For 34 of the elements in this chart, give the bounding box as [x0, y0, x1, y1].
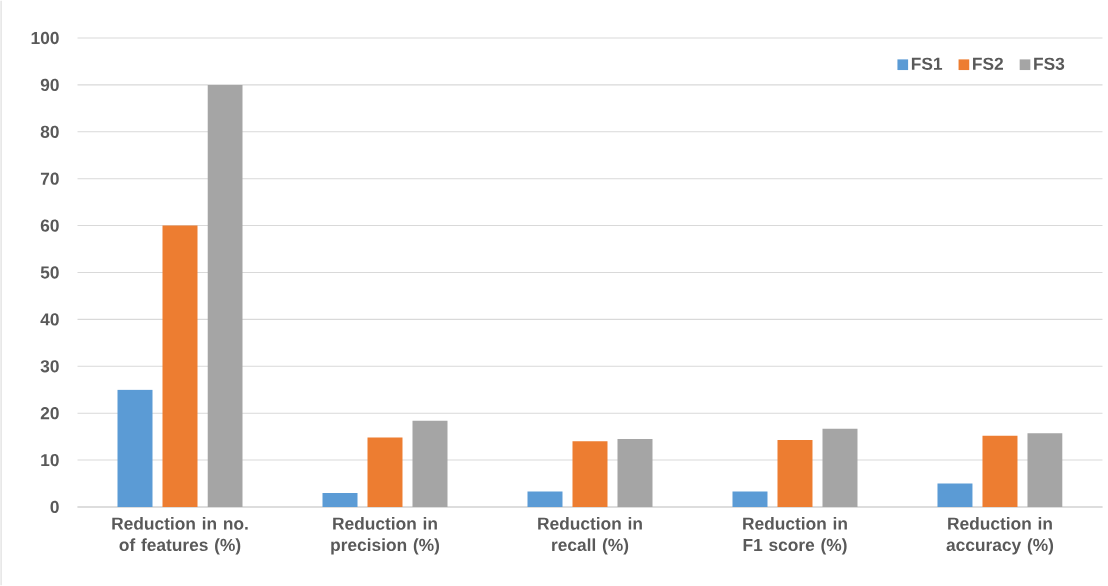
bar: [527, 491, 563, 507]
x-tick-label: Reduction in precision (%): [331, 517, 440, 555]
bar: [982, 435, 1018, 507]
bar: [572, 441, 608, 507]
y-tick-label: 70: [40, 172, 59, 185]
bar: [937, 483, 973, 507]
x-tick-label: Reduction in F1 score (%): [743, 517, 847, 555]
bar: [367, 437, 403, 507]
y-tick-label: 60: [40, 219, 59, 232]
bar: [117, 389, 153, 507]
y-tick-label: 40: [40, 313, 59, 326]
legend-label: FS2: [973, 57, 1003, 70]
y-tick-label: 20: [40, 407, 59, 420]
x-tick-label: Reduction in recall (%): [538, 517, 642, 555]
bar: [207, 84, 243, 507]
legend-label: FS1: [911, 57, 943, 70]
bar: [617, 438, 653, 507]
y-tick-label: 30: [40, 360, 59, 373]
y-tick-label: 100: [31, 31, 59, 45]
bar: [822, 428, 858, 507]
bar: [412, 420, 448, 507]
bar: [1027, 433, 1063, 507]
bar: [777, 439, 813, 507]
y-tick-label: 50: [40, 266, 59, 279]
y-tick-label: 0: [50, 500, 59, 514]
x-tick-label: Reduction in no. of features (%): [112, 517, 248, 555]
bar: [162, 225, 198, 507]
y-tick-label: 90: [40, 78, 59, 92]
legend-label: FS3: [1034, 57, 1065, 70]
bar: [322, 492, 358, 507]
y-tick-label: 80: [40, 125, 59, 138]
x-tick-label: Reduction in accuracy (%): [946, 517, 1054, 555]
y-tick-label: 10: [41, 453, 59, 467]
bar: [732, 491, 768, 507]
